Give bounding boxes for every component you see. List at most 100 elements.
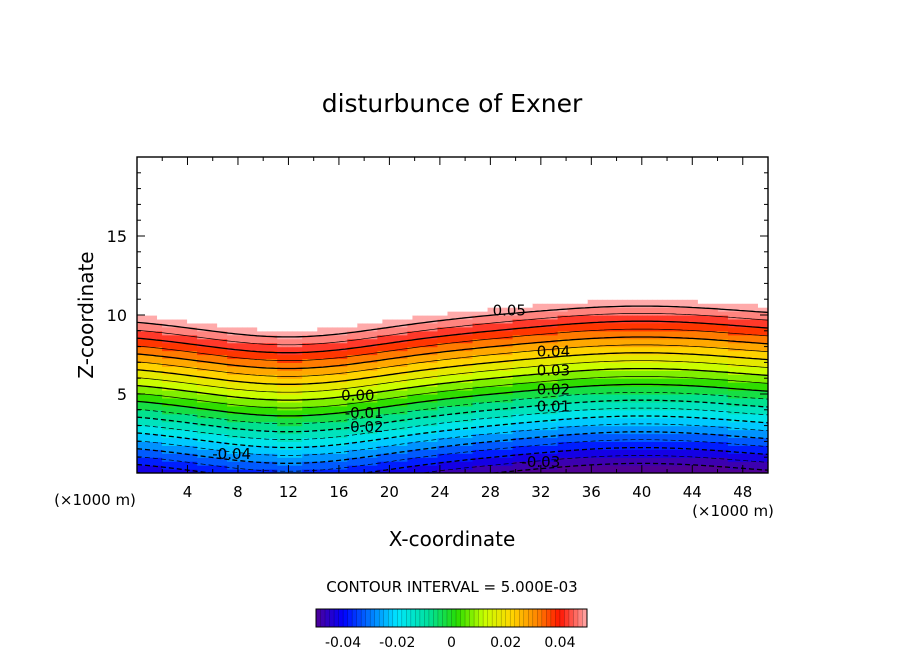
field-cell <box>387 160 394 166</box>
field-cell <box>162 405 168 411</box>
field-cell <box>242 401 248 407</box>
field-cell <box>347 433 353 439</box>
field-cell <box>397 164 404 170</box>
field-cell <box>202 259 208 265</box>
field-cell <box>192 204 198 209</box>
field-cell <box>387 311 394 316</box>
field-cell <box>342 251 348 257</box>
field-cell <box>362 204 368 209</box>
field-cell <box>147 465 153 470</box>
field-cell <box>372 279 378 284</box>
field-cell <box>337 405 343 411</box>
field-cell <box>237 200 243 205</box>
field-cell <box>247 311 253 316</box>
field-cell <box>292 216 298 221</box>
field-cell <box>382 259 388 265</box>
field-cell <box>312 322 318 328</box>
field-cell <box>247 318 253 324</box>
field-cell <box>327 307 333 312</box>
field-cell <box>312 342 318 348</box>
field-cell <box>137 449 143 454</box>
field-cell <box>307 303 313 308</box>
field-cell <box>272 224 278 229</box>
field-cell <box>392 259 399 265</box>
field-cell <box>247 196 253 202</box>
field-cell <box>177 433 183 439</box>
field-cell <box>307 192 313 198</box>
field-cell <box>337 334 343 340</box>
field-cell <box>402 437 409 442</box>
field-cell <box>147 247 153 253</box>
field-cell <box>237 157 243 162</box>
field-cell <box>197 429 203 435</box>
field-cell <box>187 291 193 296</box>
field-cell <box>367 346 373 352</box>
field-cell <box>167 441 173 446</box>
field-cell <box>347 295 353 300</box>
field-cell <box>392 322 399 328</box>
field-cell <box>232 307 238 312</box>
field-cell <box>142 172 148 178</box>
field-cell <box>362 441 368 446</box>
field-cell <box>237 279 243 284</box>
field-cell <box>247 322 253 328</box>
field-cell <box>177 394 183 399</box>
field-cell <box>247 232 253 237</box>
field-cell <box>322 239 328 245</box>
field-cell <box>322 228 328 233</box>
field-cell <box>237 409 243 415</box>
field-cell <box>232 453 238 458</box>
field-cell <box>327 259 333 265</box>
field-cell <box>252 168 258 174</box>
field-cell <box>262 180 268 186</box>
field-cell <box>157 334 163 340</box>
field-cell <box>317 311 323 316</box>
field-cell <box>357 322 363 328</box>
field-cell <box>442 291 449 296</box>
field-cell <box>277 271 283 277</box>
field-cell <box>412 326 419 332</box>
field-cell <box>437 453 444 458</box>
field-cell <box>402 224 409 229</box>
field-cell <box>292 299 298 304</box>
field-cell <box>227 204 233 209</box>
field-cell <box>267 247 273 253</box>
field-cell <box>277 160 283 166</box>
field-cell <box>212 338 218 344</box>
field-cell <box>412 224 419 229</box>
field-cell <box>312 283 318 288</box>
field-cell <box>147 196 153 202</box>
field-cell <box>412 342 419 348</box>
field-cell <box>372 409 378 415</box>
field-cell <box>427 232 434 237</box>
field-cell <box>397 208 404 213</box>
field-cell <box>202 243 208 249</box>
field-cell <box>232 433 238 439</box>
field-cell <box>402 326 409 332</box>
field-cell <box>162 390 168 395</box>
field-cell <box>287 370 293 375</box>
field-cell <box>427 196 434 202</box>
field-cell <box>187 445 193 450</box>
field-cell <box>377 259 383 265</box>
field-cell <box>387 208 394 213</box>
field-cell <box>327 382 333 387</box>
field-cell <box>192 433 198 439</box>
field-cell <box>292 441 298 446</box>
field-cell <box>202 208 208 213</box>
field-cell <box>372 425 378 431</box>
field-cell <box>352 267 358 273</box>
field-cell <box>182 251 188 257</box>
field-cell <box>442 322 449 328</box>
field-cell <box>437 409 444 415</box>
field-cell <box>147 394 153 399</box>
field-cell <box>232 354 238 360</box>
field-cell <box>327 224 333 229</box>
field-cell <box>382 322 388 328</box>
field-cell <box>367 303 373 308</box>
field-cell <box>417 275 424 281</box>
field-cell <box>432 176 439 182</box>
field-cell <box>167 168 173 174</box>
field-cell <box>407 239 414 245</box>
field-cell <box>282 208 288 213</box>
